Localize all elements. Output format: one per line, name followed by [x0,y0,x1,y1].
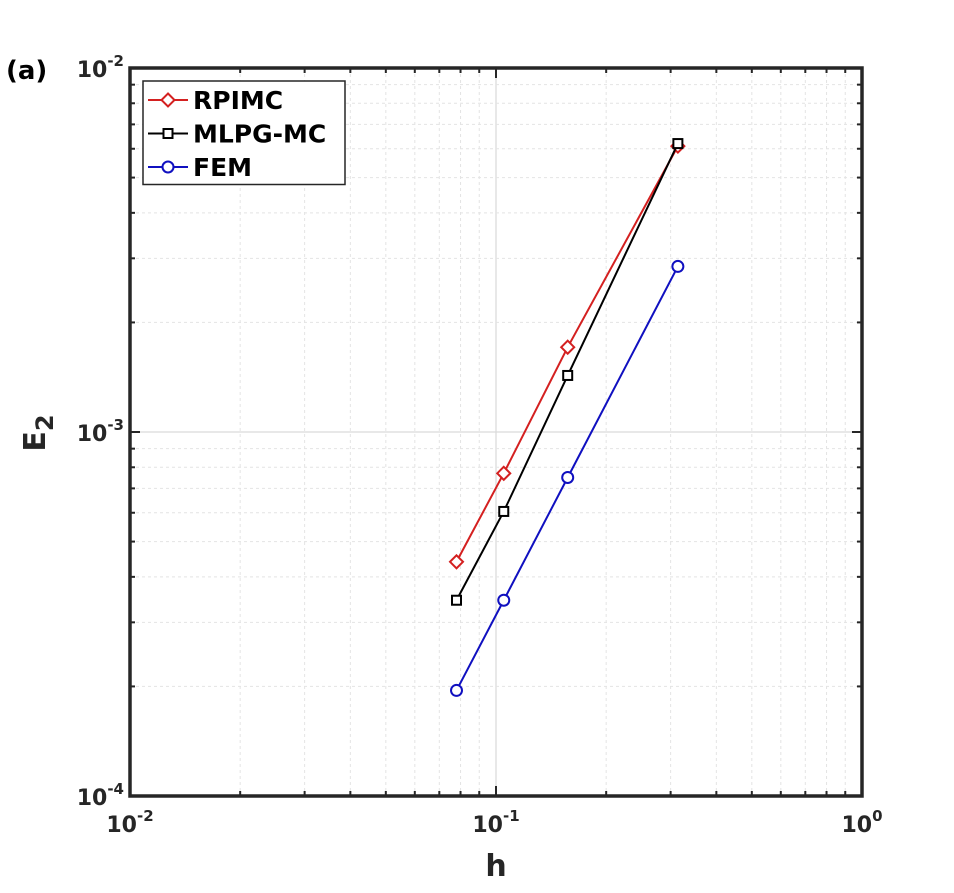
y-axis-label-subscript: 2 [31,414,59,431]
panel-label: (a) [6,56,47,86]
y-tick-label: 10-4 [77,780,124,811]
legend-label: RPIMC [193,86,283,115]
x-tick-label: 100 [841,807,882,838]
series-line [455,143,679,601]
y-tick-label: 10-3 [77,416,124,447]
data-point [495,465,512,482]
data-point [559,339,576,356]
data-point [671,259,685,273]
x-axis-label: h [485,849,506,884]
data-point [451,594,463,606]
legend-marker [161,160,175,174]
data-point [672,138,684,150]
legend-entry: RPIMC [148,86,283,115]
legend-label: MLPG-MC [193,120,326,149]
legend-marker [162,128,174,139]
series-fem [450,259,685,697]
svg-text:E2: E2 [18,414,59,451]
legend-label: FEM [193,153,252,182]
legend-entry: MLPG-MC [148,120,326,149]
y-axis-label-base: E [18,431,53,452]
data-point [497,593,511,607]
x-tick-label: 10-1 [472,807,519,838]
legend-entry: FEM [148,153,252,182]
tick-marks [129,68,862,797]
data-point [450,683,464,697]
tick-labels: 10-2 10-1 100 10-4 10-3 10-2 [77,52,883,838]
data-point [448,553,465,570]
series-line [455,265,679,691]
data-point [562,369,574,381]
x-tick-label: 10-2 [106,807,153,838]
series-mlpg-mc [451,138,684,606]
series-line [455,145,679,563]
legend-marker [160,92,176,108]
data-point [498,505,510,517]
y-axis-label: E2 [18,414,59,451]
y-tick-label: 10-2 [77,52,124,83]
data-point [561,470,575,484]
legend: RPIMC MLPG-MC FEM [142,80,346,186]
series-layer [448,138,686,697]
